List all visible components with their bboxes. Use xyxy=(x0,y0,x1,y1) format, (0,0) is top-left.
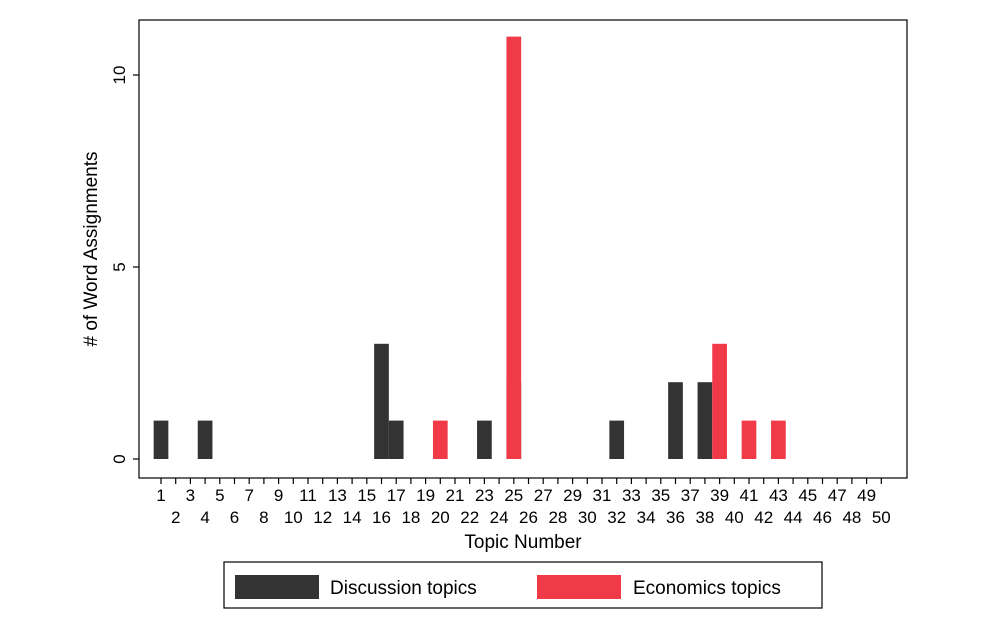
x-tick-label-10: 10 xyxy=(284,508,303,527)
x-tick-label-6: 6 xyxy=(230,508,239,527)
legend-label-economics: Economics topics xyxy=(633,578,781,599)
bar-discussion-topic-36 xyxy=(668,382,683,459)
legend-frame xyxy=(223,561,823,609)
x-tick-label-30: 30 xyxy=(578,508,597,527)
y-axis-title: # of Word Assignments xyxy=(81,151,102,346)
x-tick-label-31: 31 xyxy=(593,486,612,505)
legend-swatch-discussion xyxy=(235,575,319,599)
x-tick-label-34: 34 xyxy=(637,508,656,527)
x-tick-label-48: 48 xyxy=(842,508,861,527)
x-tick-label-5: 5 xyxy=(215,486,224,505)
x-tick-label-44: 44 xyxy=(784,508,803,527)
x-tick-label-24: 24 xyxy=(490,508,509,527)
x-tick-label-32: 32 xyxy=(607,508,626,527)
bar-discussion-topic-23 xyxy=(477,420,492,459)
x-tick-label-26: 26 xyxy=(519,508,538,527)
x-tick-label-25: 25 xyxy=(504,486,523,505)
x-tick-label-28: 28 xyxy=(548,508,567,527)
legend-label-discussion: Discussion topics xyxy=(330,578,477,599)
bar-discussion-topic-38 xyxy=(697,382,713,459)
x-tick-label-16: 16 xyxy=(372,508,391,527)
bar-discussion-topic-16 xyxy=(374,343,389,459)
plot-area-frame xyxy=(138,19,908,479)
x-tick-label-46: 46 xyxy=(813,508,832,527)
bar-discussion-topic-1 xyxy=(153,420,169,459)
x-tick-label-39: 39 xyxy=(710,486,729,505)
x-tick-label-23: 23 xyxy=(475,486,494,505)
x-tick-label-29: 29 xyxy=(563,486,582,505)
x-tick-label-14: 14 xyxy=(343,508,362,527)
x-tick-label-33: 33 xyxy=(622,486,641,505)
x-tick-label-1: 1 xyxy=(156,486,165,505)
x-tick-label-22: 22 xyxy=(460,508,479,527)
x-tick-label-49: 49 xyxy=(857,486,876,505)
x-tick-label-20: 20 xyxy=(431,508,450,527)
x-tick-label-45: 45 xyxy=(798,486,817,505)
bars-group xyxy=(153,36,786,459)
x-tick-label-11: 11 xyxy=(299,486,317,505)
x-tick-label-18: 18 xyxy=(401,508,420,527)
x-tick-label-2: 2 xyxy=(171,508,180,527)
x-tick-label-21: 21 xyxy=(446,486,465,505)
x-tick-label-43: 43 xyxy=(769,486,788,505)
y-tick-label-0: 0 xyxy=(110,454,129,463)
bar-economics-topic-25 xyxy=(506,36,522,459)
x-tick-label-7: 7 xyxy=(244,486,253,505)
x-axis-title: Topic Number xyxy=(464,532,582,553)
x-axis: 1234567891011121314151617181920212223242… xyxy=(156,478,891,527)
x-tick-label-35: 35 xyxy=(651,486,670,505)
x-tick-label-27: 27 xyxy=(534,486,553,505)
bar-economics-topic-39 xyxy=(712,343,727,459)
bar-discussion-topic-17 xyxy=(388,420,404,459)
x-tick-label-13: 13 xyxy=(328,486,347,505)
bar-discussion-topic-4 xyxy=(197,420,213,459)
legend: Discussion topics Economics topics xyxy=(223,561,823,609)
bar-economics-topic-43 xyxy=(771,420,786,459)
x-tick-label-8: 8 xyxy=(259,508,268,527)
x-tick-label-12: 12 xyxy=(313,508,332,527)
x-tick-label-37: 37 xyxy=(681,486,700,505)
bar-discussion-topic-32 xyxy=(609,420,625,459)
bar-economics-topic-20 xyxy=(432,420,448,459)
legend-swatch-economics xyxy=(537,575,621,599)
x-tick-label-17: 17 xyxy=(387,486,406,505)
x-tick-label-19: 19 xyxy=(416,486,435,505)
x-tick-label-9: 9 xyxy=(274,486,283,505)
x-tick-label-42: 42 xyxy=(754,508,773,527)
x-tick-label-41: 41 xyxy=(740,486,759,505)
x-tick-label-50: 50 xyxy=(872,508,891,527)
x-tick-label-15: 15 xyxy=(357,486,376,505)
y-tick-label-5: 5 xyxy=(110,262,129,271)
x-tick-label-36: 36 xyxy=(666,508,685,527)
x-tick-label-3: 3 xyxy=(186,486,195,505)
bar-economics-topic-41 xyxy=(741,420,757,459)
x-tick-label-47: 47 xyxy=(828,486,847,505)
x-tick-label-40: 40 xyxy=(725,508,744,527)
y-axis: 0 5 10 xyxy=(110,66,139,464)
x-tick-label-4: 4 xyxy=(200,508,209,527)
y-tick-label-10: 10 xyxy=(110,66,129,85)
x-tick-label-38: 38 xyxy=(695,508,714,527)
